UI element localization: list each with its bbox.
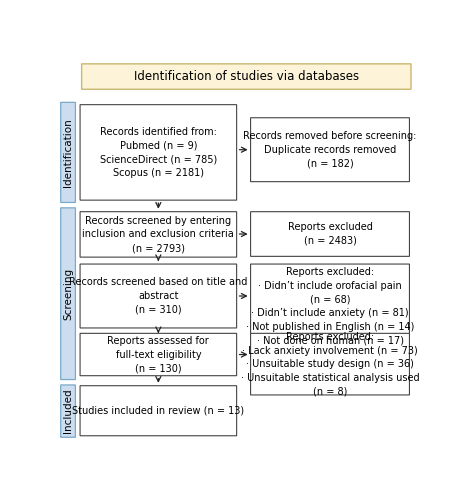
Text: Records identified from:
Pubmed (n = 9)
ScienceDirect (n = 785)
Scopus (n = 2181: Records identified from: Pubmed (n = 9) … (100, 127, 217, 178)
Text: Records screened based on title and
abstract
(n = 310): Records screened based on title and abst… (69, 278, 248, 314)
FancyBboxPatch shape (80, 264, 237, 328)
FancyBboxPatch shape (80, 334, 237, 376)
FancyBboxPatch shape (61, 102, 76, 202)
FancyBboxPatch shape (80, 212, 237, 257)
Text: Identification: Identification (63, 118, 73, 187)
FancyBboxPatch shape (251, 334, 410, 395)
FancyBboxPatch shape (61, 385, 76, 438)
FancyBboxPatch shape (80, 386, 237, 436)
Text: Reports excluded
(n = 2483): Reports excluded (n = 2483) (288, 222, 373, 246)
Text: Included: Included (63, 389, 73, 434)
Text: Reports excluded:
· Didn’t include orofacial pain
(n = 68)
· Didn’t include anxi: Reports excluded: · Didn’t include orofa… (246, 268, 414, 345)
Text: Identification of studies via databases: Identification of studies via databases (134, 70, 359, 83)
Text: Records removed before screening:
Duplicate records removed
(n = 182): Records removed before screening: Duplic… (243, 131, 417, 168)
FancyBboxPatch shape (82, 64, 411, 90)
FancyBboxPatch shape (251, 212, 410, 256)
FancyBboxPatch shape (61, 208, 76, 380)
Text: Records screened by entering
inclusion and exclusion criteria
(n = 2793): Records screened by entering inclusion a… (83, 216, 234, 253)
FancyBboxPatch shape (251, 118, 410, 182)
Text: Reports assessed for
full-text eligibility
(n = 130): Reports assessed for full-text eligibili… (107, 336, 209, 373)
Text: Reports excluded:
· Lack anxiety involvement (n = 73)
· Unsuitable study design : Reports excluded: · Lack anxiety involve… (241, 332, 419, 396)
Text: Screening: Screening (63, 268, 73, 320)
FancyBboxPatch shape (251, 264, 410, 349)
FancyBboxPatch shape (80, 104, 237, 200)
Text: Studies included in review (n = 13): Studies included in review (n = 13) (72, 406, 244, 415)
